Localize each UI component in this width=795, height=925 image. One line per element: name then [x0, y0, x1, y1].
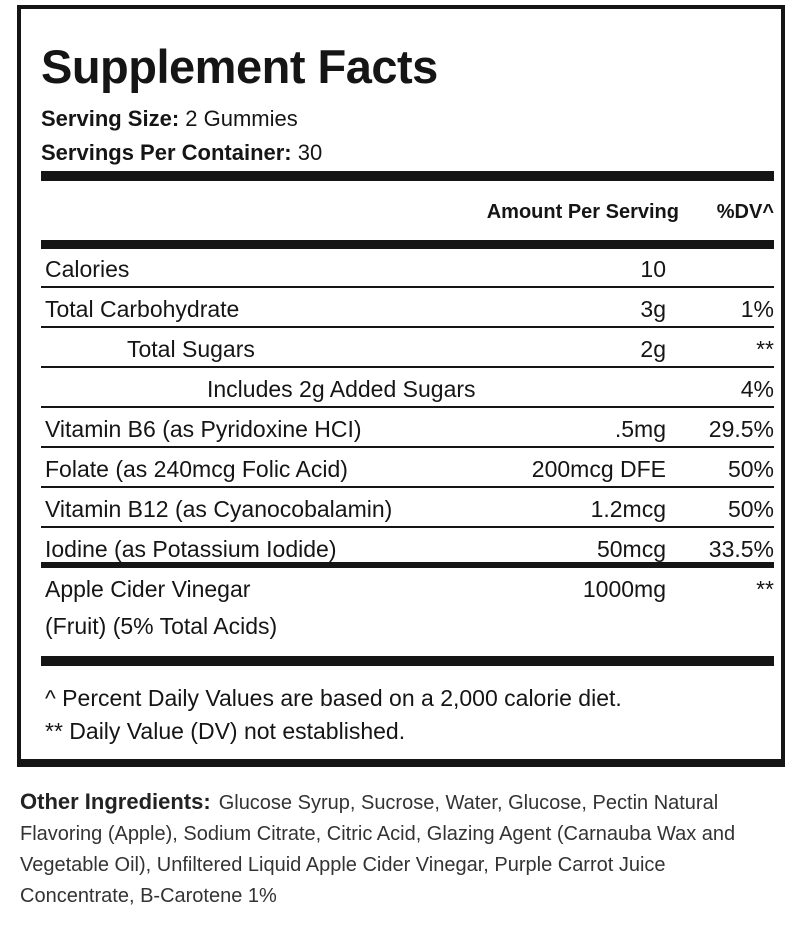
column-header: Amount Per Serving %DV^ [41, 201, 774, 231]
nutrient-amount: 2g [640, 336, 666, 362]
nutrient-amount: 1000mg [582, 576, 666, 602]
nutrient-amount: 10 [640, 256, 666, 282]
nutrient-dv: ** [756, 336, 774, 362]
dv-header: %DV^ [716, 201, 774, 223]
footnote-dv: ^ Percent Daily Values are based on a 2,… [45, 685, 622, 711]
nutrient-dv: 50% [727, 456, 774, 482]
serving-size-label: Serving Size: [41, 106, 180, 131]
nutrient-name: Apple Cider Vinegar [45, 576, 251, 602]
table-row: Calories 10 [41, 248, 774, 288]
table-row: Vitamin B6 (as Pyridoxine HCI) .5mg 29.5% [41, 408, 774, 448]
nutrient-table: Calories 10 Total Carbohydrate 3g 1% Total … [41, 248, 774, 646]
table-row: Includes 2g Added Sugars 4% [41, 368, 774, 408]
nutrient-name: Folate (as 240mcg Folic Acid) [45, 456, 348, 482]
table-row: Total Carbohydrate 3g 1% [41, 288, 774, 328]
other-ingredients-label: Other Ingredients: [20, 789, 211, 814]
nutrient-amount: 3g [640, 296, 666, 322]
divider-thick [41, 656, 774, 666]
nutrient-name: Vitamin B6 (as Pyridoxine HCI) [45, 416, 362, 442]
panel-title: Supplement Facts [41, 40, 438, 93]
serving-size-value: 2 Gummies [185, 106, 298, 131]
divider-thick [41, 171, 774, 181]
table-row: Folate (as 240mcg Folic Acid) 200mcg DFE 5… [41, 448, 774, 488]
divider-thick [41, 240, 774, 249]
nutrient-amount: 50mcg [596, 536, 666, 562]
table-row: Iodine (as Potassium Iodide) 50mcg 33.5% [41, 528, 774, 568]
nutrient-name: Includes 2g Added Sugars [207, 376, 476, 402]
nutrient-amount: .5mg [614, 416, 666, 442]
other-ingredients-text: Glucose Syrup, Sucrose, Water, Glucose, … [20, 792, 736, 907]
nutrient-dv: 29.5% [708, 416, 774, 442]
nutrient-amount: 200mcg DFE [531, 456, 666, 482]
supplement-facts-panel: Supplement Facts Serving Size: 2 Gummies… [17, 5, 785, 767]
servings-label: Servings Per Container: [41, 140, 292, 165]
table-row: Total Sugars 2g ** [41, 328, 774, 368]
nutrient-dv: 1% [740, 296, 774, 322]
nutrient-dv: 50% [727, 496, 774, 522]
nutrient-name-line2: (Fruit) (5% Total Acids) [45, 613, 278, 639]
nutrient-name: Iodine (as Potassium Iodide) [45, 536, 337, 562]
nutrient-dv: 4% [740, 376, 774, 402]
nutrient-name: Calories [45, 256, 130, 282]
nutrient-name: Vitamin B12 (as Cyanocobalamin) [45, 496, 393, 522]
nutrient-dv: 33.5% [708, 536, 774, 562]
serving-size: Serving Size: 2 Gummies [41, 106, 298, 132]
nutrient-amount: 1.2mcg [590, 496, 666, 522]
footnote-not-established: ** Daily Value (DV) not established. [45, 718, 406, 744]
nutrient-name: Total Carbohydrate [45, 296, 240, 322]
other-ingredients: Other Ingredients: Glucose Syrup, Sucrose… [20, 786, 780, 912]
table-row: Vitamin B12 (as Cyanocobalamin) 1.2mcg 50% [41, 488, 774, 528]
servings-value: 30 [297, 140, 323, 165]
nutrient-name: Total Sugars [127, 336, 255, 362]
amount-header: Amount Per Serving [486, 201, 679, 223]
table-row: Apple Cider Vinegar (Fruit) (5% Total Aci… [41, 568, 774, 646]
nutrient-dv: ** [756, 576, 774, 602]
servings-per-container: Servings Per Container: 30 [41, 140, 322, 166]
